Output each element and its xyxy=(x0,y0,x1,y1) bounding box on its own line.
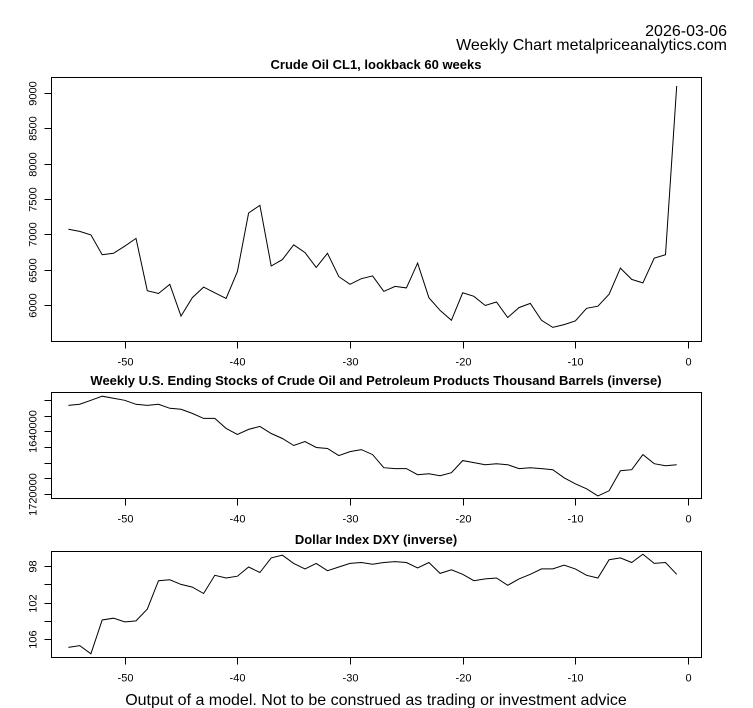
y-tick-label: 6000 xyxy=(28,293,40,317)
x-tick-label: -40 xyxy=(230,357,246,369)
x-tick-label: -40 xyxy=(230,514,246,526)
series-line-petroleum-stocks xyxy=(68,395,677,497)
x-tick-label: 0 xyxy=(685,357,691,369)
chart-title-crude-oil: Crude Oil CL1, lookback 60 weeks xyxy=(271,57,482,72)
x-tick-label: -10 xyxy=(568,514,584,526)
x-tick-label: -50 xyxy=(118,357,134,369)
report-date: 2026-03-06 xyxy=(645,23,727,40)
x-tick-label: 0 xyxy=(685,673,691,685)
y-tick-label: 98 xyxy=(28,560,40,572)
report-subtitle: Weekly Chart metalpriceanalytics.com xyxy=(456,37,727,54)
chart-title-petroleum-stocks: Weekly U.S. Ending Stocks of Crude Oil a… xyxy=(90,373,661,388)
series-line-crude-oil xyxy=(68,85,678,328)
x-tick-label: 0 xyxy=(685,514,691,526)
x-tick-label: -50 xyxy=(118,673,134,685)
x-tick-label: -10 xyxy=(568,673,584,685)
panel-crude-oil: Crude Oil CL1, lookback 60 weeks -50 -40 -… xyxy=(28,57,702,369)
series-line-dollar-index xyxy=(68,553,678,655)
panel-petroleum-stocks: Weekly U.S. Ending Stocks of Crude Oil a… xyxy=(28,373,702,526)
x-tick-label: -20 xyxy=(456,357,472,369)
plot-area-petroleum-stocks xyxy=(51,392,702,499)
y-tick-label: 7000 xyxy=(28,222,40,246)
plot-area-dollar-index xyxy=(51,551,702,658)
x-tick-label: -20 xyxy=(456,514,472,526)
y-tick-label: 7500 xyxy=(28,187,40,211)
y-tick-label: 1640000 xyxy=(28,410,40,453)
x-tick-label: -50 xyxy=(118,514,134,526)
y-tick-label: 106 xyxy=(28,630,40,648)
disclaimer-text: Output of a model. Not to be construed a… xyxy=(125,692,627,708)
y-tick-label: 6500 xyxy=(28,258,40,282)
x-tick-label: -40 xyxy=(230,673,246,685)
y-tick-label: 102 xyxy=(28,594,40,612)
x-tick-label: -30 xyxy=(343,514,359,526)
chart-title-dollar-index: Dollar Index DXY (inverse) xyxy=(295,532,457,547)
x-tick-label: -30 xyxy=(343,357,359,369)
x-tick-label: -10 xyxy=(568,357,584,369)
y-tick-label: 9000 xyxy=(28,81,40,105)
plot-area-crude-oil xyxy=(51,77,702,342)
x-tick-label: -20 xyxy=(456,673,472,685)
panel-dollar-index: Dollar Index DXY (inverse) -50 -40 -30 -20 -… xyxy=(28,532,702,685)
x-tick-label: -30 xyxy=(343,673,359,685)
y-tick-label: 8500 xyxy=(28,116,40,140)
y-tick-label: 1720000 xyxy=(28,473,40,516)
y-tick-label: 8000 xyxy=(28,152,40,176)
